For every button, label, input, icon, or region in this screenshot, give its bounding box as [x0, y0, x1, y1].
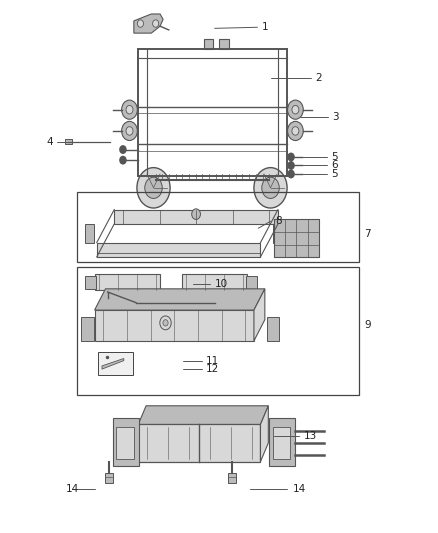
- Bar: [204, 39, 213, 49]
- Text: 14: 14: [292, 484, 306, 494]
- Circle shape: [126, 106, 133, 114]
- Bar: [113, 418, 139, 466]
- Bar: [77, 192, 359, 262]
- Polygon shape: [95, 289, 265, 310]
- Bar: [228, 473, 237, 483]
- Bar: [98, 352, 133, 375]
- Bar: [274, 219, 319, 257]
- Text: 6: 6: [332, 160, 338, 171]
- Text: 5: 5: [332, 169, 338, 179]
- Circle shape: [288, 154, 294, 161]
- Bar: [81, 317, 94, 341]
- Polygon shape: [102, 359, 124, 369]
- Text: 10: 10: [215, 279, 228, 289]
- Bar: [65, 139, 72, 144]
- Polygon shape: [261, 406, 268, 462]
- Circle shape: [160, 316, 171, 330]
- Polygon shape: [114, 209, 278, 224]
- Circle shape: [137, 167, 170, 208]
- Bar: [77, 266, 359, 395]
- Circle shape: [288, 162, 294, 169]
- Bar: [105, 473, 113, 483]
- Circle shape: [292, 106, 299, 114]
- Circle shape: [288, 122, 303, 141]
- Polygon shape: [138, 406, 268, 424]
- Bar: [95, 274, 160, 290]
- Polygon shape: [138, 424, 261, 462]
- Circle shape: [292, 127, 299, 135]
- Bar: [267, 317, 279, 341]
- Circle shape: [288, 100, 303, 119]
- Circle shape: [163, 320, 168, 326]
- Circle shape: [152, 20, 159, 27]
- Circle shape: [122, 100, 138, 119]
- Text: 9: 9: [364, 320, 371, 330]
- Circle shape: [145, 177, 162, 198]
- Polygon shape: [97, 243, 261, 257]
- Text: 11: 11: [206, 356, 219, 366]
- Circle shape: [254, 167, 287, 208]
- Text: 4: 4: [46, 136, 53, 147]
- Bar: [269, 418, 295, 466]
- Bar: [85, 224, 94, 243]
- Bar: [246, 276, 257, 289]
- Circle shape: [138, 20, 144, 27]
- Circle shape: [192, 209, 201, 220]
- Circle shape: [120, 157, 126, 164]
- Text: 3: 3: [332, 111, 339, 122]
- Circle shape: [126, 127, 133, 135]
- Text: 2: 2: [315, 73, 321, 83]
- Circle shape: [262, 177, 279, 198]
- Bar: [85, 276, 96, 289]
- Text: 13: 13: [304, 431, 318, 441]
- Bar: [117, 426, 134, 459]
- Text: 5: 5: [332, 152, 338, 162]
- Bar: [182, 274, 247, 290]
- Bar: [273, 224, 283, 243]
- Bar: [219, 39, 229, 49]
- Text: 7: 7: [364, 229, 371, 239]
- Text: 12: 12: [206, 364, 219, 374]
- Text: 1: 1: [262, 22, 268, 33]
- Text: 14: 14: [65, 484, 78, 494]
- Polygon shape: [95, 310, 254, 341]
- Circle shape: [288, 170, 294, 177]
- Text: 8: 8: [275, 216, 282, 227]
- Polygon shape: [254, 289, 265, 341]
- Polygon shape: [134, 14, 163, 33]
- Circle shape: [120, 146, 126, 154]
- Circle shape: [122, 122, 138, 141]
- Bar: [273, 426, 290, 459]
